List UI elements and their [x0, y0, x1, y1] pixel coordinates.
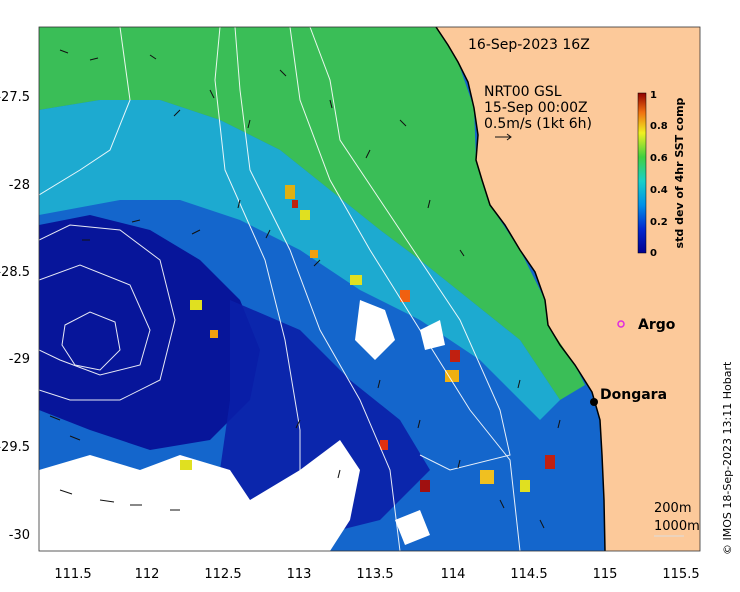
x-tick-label: 112 — [135, 567, 160, 582]
y-tick-label: -30 — [9, 528, 30, 543]
current-source: NRT00 GSL — [484, 84, 562, 100]
x-tick-label: 113.5 — [356, 567, 393, 582]
map-date-title: 16-Sep-2023 16Z — [468, 37, 590, 53]
isobath-200-label: 200m — [654, 501, 691, 516]
x-tick-label: 115.5 — [662, 567, 699, 582]
contours — [39, 27, 521, 551]
argo-marker — [617, 320, 625, 328]
credit-text: © IMOS 18-Sep-2023 13:11 Hobart — [721, 361, 734, 555]
hotspots — [180, 185, 555, 492]
x-axis: 111.5 112 112.5 113 113.5 114 114.5 115 … — [54, 567, 699, 582]
plot-area — [39, 27, 700, 551]
y-tick-label: -28 — [9, 178, 30, 193]
place-argo: Argo — [617, 317, 676, 333]
ocean-green-band — [39, 27, 585, 400]
y-tick-label: -29 — [9, 352, 30, 367]
current-time: 15-Sep 00:00Z — [484, 100, 588, 116]
x-tick-label: 113 — [287, 567, 312, 582]
y-tick-label: -27.5 — [0, 90, 30, 105]
isobath-1000-label: 1000m — [654, 519, 700, 534]
x-tick-label: 115 — [593, 567, 618, 582]
current-vectors — [49, 49, 561, 529]
isobath-legend: 200m 1000m — [654, 501, 700, 537]
dongara-marker — [590, 398, 598, 406]
colorbar-label: std dev of 4hr SST comp — [673, 97, 686, 248]
colorbar-tick: 0.2 — [650, 217, 668, 228]
y-tick-label: -29.5 — [0, 440, 30, 455]
ocean-cyan-band — [39, 100, 560, 420]
x-tick-label: 111.5 — [54, 567, 91, 582]
colorbar: 0 0.2 0.4 0.6 0.8 1 std dev of 4hr SST c… — [637, 90, 686, 259]
y-axis: -27.5 -28 -28.5 -29 -29.5 -30 — [0, 90, 30, 543]
current-info: NRT00 GSL 15-Sep 00:00Z 0.5m/s (1kt 6h) — [484, 84, 592, 132]
colorbar-tick: 1 — [650, 90, 657, 101]
coastline — [435, 27, 606, 551]
colorbar-tick: 0.4 — [650, 185, 668, 196]
colorbar-tick: 0.6 — [650, 153, 668, 164]
current-scale: 0.5m/s (1kt 6h) — [484, 116, 592, 132]
cloud-gaps — [39, 300, 445, 551]
plot-frame — [38, 26, 701, 552]
y-tick-label: -28.5 — [0, 265, 30, 280]
place-dongara: Dongara — [590, 387, 667, 406]
x-tick-label: 114.5 — [510, 567, 547, 582]
dongara-label: Dongara — [600, 387, 667, 403]
colorbar-tick: 0.8 — [650, 121, 668, 132]
colorbar-tick: 0 — [650, 248, 657, 259]
argo-label: Argo — [638, 317, 676, 333]
x-tick-label: 112.5 — [204, 567, 241, 582]
colorbar-ramp — [637, 92, 647, 254]
x-tick-label: 114 — [441, 567, 466, 582]
